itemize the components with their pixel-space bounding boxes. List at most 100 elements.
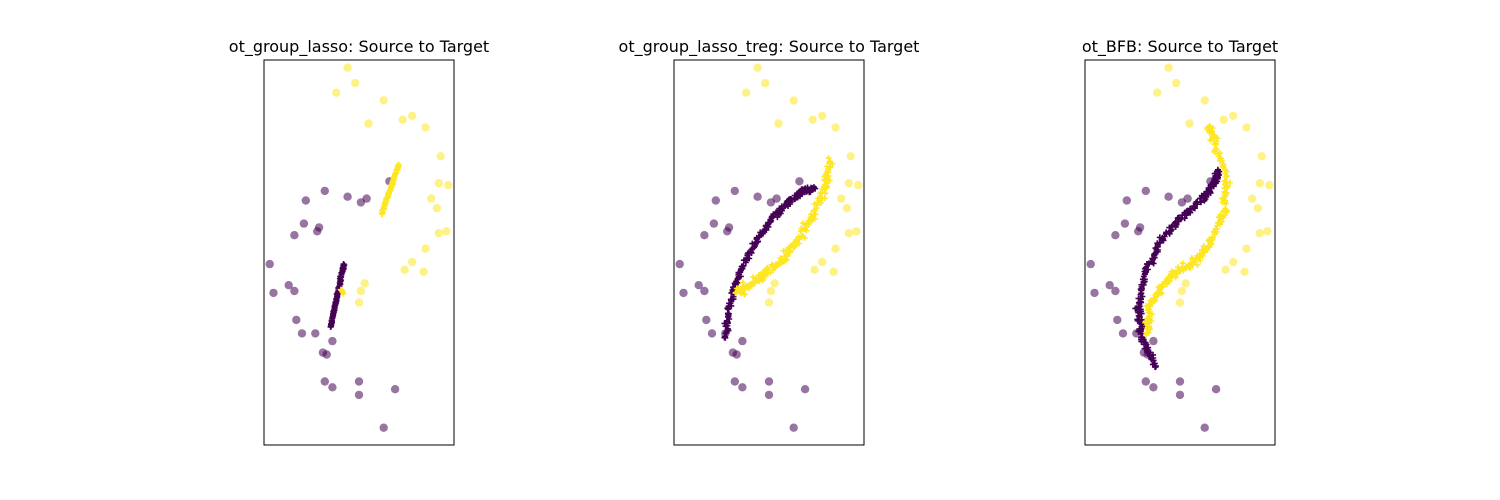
target-point-class-0	[390, 385, 400, 394]
target-point-class-1	[774, 119, 783, 128]
target-point-class-0	[1141, 186, 1150, 196]
target-point-class-1	[1219, 115, 1228, 124]
source-point-class-0	[1214, 166, 1221, 173]
source-point-class-1	[805, 222, 812, 228]
target-point-class-0	[679, 288, 688, 298]
source-point-class-1	[738, 290, 744, 297]
target-point-class-1	[1172, 78, 1181, 88]
target-point-class-0	[1111, 231, 1120, 240]
target-point-class-1	[1240, 267, 1249, 276]
source-point-class-1	[1211, 229, 1217, 236]
target-point-class-0	[1200, 423, 1209, 432]
source-point-class-1	[1208, 128, 1214, 135]
target-point-class-0	[1122, 196, 1131, 205]
target-point-class-1	[1255, 179, 1264, 188]
source-point-class-1	[799, 232, 806, 239]
target-point-class-0	[772, 194, 781, 203]
target-point-class-1	[1263, 227, 1272, 236]
source-point-class-1	[1215, 151, 1222, 158]
target-point-class-1	[789, 96, 798, 105]
source-point-class-0	[340, 261, 347, 267]
target-point-class-1	[379, 96, 388, 105]
target-point-class-1	[818, 111, 827, 120]
target-point-class-1	[764, 298, 774, 307]
target-point-class-0	[1111, 286, 1120, 296]
subplot-title: ot_BFB: Source to Target	[1082, 37, 1278, 57]
source-point-class-0	[1192, 200, 1199, 207]
target-point-class-0	[700, 286, 709, 296]
source-point-class-1	[1209, 125, 1216, 131]
target-point-class-0	[1134, 227, 1143, 236]
target-point-class-0	[764, 390, 774, 400]
target-point-class-1	[1242, 123, 1251, 132]
target-point-class-1	[1181, 279, 1190, 288]
target-point-class-1	[436, 152, 445, 161]
source-point-class-1	[1144, 326, 1151, 333]
source-point-class-1	[1212, 140, 1219, 147]
source-point-class-0	[1163, 229, 1170, 236]
scatter-panel-3: ot_BFB: Source to Target	[1082, 37, 1278, 446]
plot-frame	[263, 59, 455, 446]
target-point-class-0	[292, 315, 301, 325]
source-point-class-1	[740, 279, 746, 286]
plot-marks	[675, 63, 863, 432]
source-point-class-0	[809, 186, 816, 193]
source-point-class-1	[1151, 297, 1158, 303]
source-point-class-1	[395, 161, 402, 168]
source-point-class-1	[764, 264, 771, 271]
target-point-class-1	[364, 119, 373, 128]
target-point-class-0	[1211, 385, 1221, 394]
target-point-class-1	[829, 267, 838, 276]
source-point-class-1	[1209, 234, 1216, 241]
target-point-class-0	[1105, 281, 1114, 290]
target-point-class-0	[1141, 377, 1150, 386]
target-point-class-0	[1113, 315, 1122, 325]
target-point-class-0	[313, 227, 322, 236]
target-point-class-1	[1221, 265, 1230, 274]
target-point-class-0	[694, 281, 703, 290]
target-point-class-0	[1118, 329, 1128, 338]
target-point-class-0	[753, 192, 762, 201]
target-point-class-0	[311, 329, 320, 338]
target-point-class-1	[844, 179, 853, 188]
target-point-class-1	[1153, 88, 1162, 97]
scatter-panel-1: ot_group_lasso: Source to Target	[229, 37, 489, 446]
target-point-class-1	[831, 244, 840, 253]
source-point-class-1	[787, 248, 794, 255]
source-point-class-1	[826, 177, 833, 184]
target-point-class-1	[844, 229, 853, 238]
source-point-class-0	[754, 238, 761, 245]
source-point-class-0	[1211, 170, 1218, 177]
source-point-class-1	[1165, 276, 1172, 283]
source-point-class-1	[1224, 184, 1230, 191]
source-point-class-1	[1222, 205, 1229, 212]
source-point-class-1	[1179, 260, 1186, 267]
source-point-class-1	[783, 256, 790, 263]
target-point-class-1	[421, 123, 430, 132]
target-point-class-0	[738, 383, 747, 392]
target-point-class-1	[854, 180, 863, 190]
source-point-class-0	[1132, 305, 1139, 312]
source-point-class-1	[821, 195, 828, 202]
target-point-class-0	[301, 196, 310, 205]
target-point-class-1	[427, 194, 436, 203]
target-point-class-0	[738, 336, 747, 346]
target-point-class-0	[328, 336, 337, 346]
target-point-class-1	[753, 63, 762, 72]
plot-frame	[1084, 59, 1276, 446]
source-point-class-1	[798, 227, 804, 234]
target-point-class-1	[846, 152, 855, 161]
source-point-class-1	[802, 226, 808, 233]
target-point-class-0	[1164, 192, 1173, 201]
target-point-class-0	[354, 390, 364, 400]
target-point-class-0	[290, 286, 299, 296]
source-point-class-1	[778, 255, 785, 262]
target-point-class-0	[379, 423, 388, 432]
target-point-class-0	[795, 177, 804, 186]
target-point-class-0	[362, 194, 371, 203]
target-point-class-0	[265, 259, 274, 269]
target-point-class-1	[400, 265, 409, 274]
source-point-class-1	[1223, 168, 1230, 175]
target-point-class-1	[766, 286, 776, 296]
